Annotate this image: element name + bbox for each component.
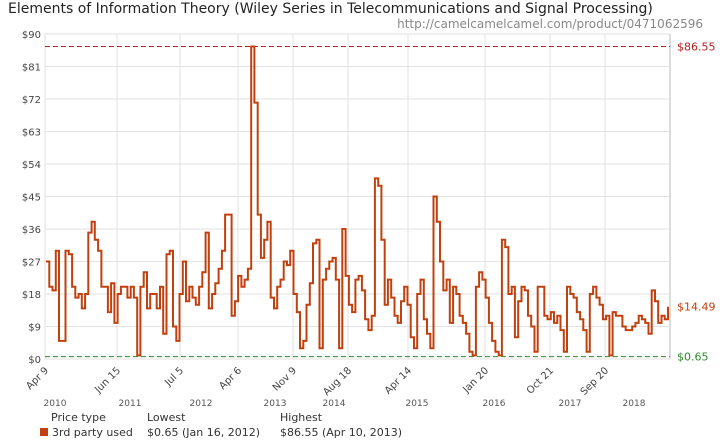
- year-label: 2010: [44, 399, 67, 409]
- header-price-type: Price type: [51, 411, 106, 424]
- year-label: 2013: [264, 399, 287, 409]
- x-tick-label: Sep 20: [579, 365, 611, 397]
- lowest-price-label: $0.65: [677, 351, 709, 364]
- lowest-value: $0.65 (Jan 16, 2012): [147, 426, 261, 439]
- price-labels: $86.55 $0.65 $14.49: [677, 40, 716, 363]
- year-labels: 2010 2011 2012 2013 2014 2015 2016 2017 2018: [44, 399, 646, 409]
- x-tick-label: Jul 5: [162, 365, 186, 389]
- series-type-label: 3rd party used: [52, 426, 133, 439]
- x-tick-label: Nov 9: [271, 365, 299, 393]
- y-tick-label: $72: [22, 95, 41, 106]
- current-price-label: $14.49: [677, 301, 716, 314]
- series-group: [46, 45, 669, 357]
- y-tick-label: $81: [22, 63, 41, 74]
- year-label: 2012: [190, 399, 213, 409]
- y-tick-label: $45: [22, 193, 41, 204]
- y-tick-label: $9: [28, 323, 41, 334]
- y-tick-label: $36: [22, 225, 41, 236]
- year-label: 2011: [119, 399, 142, 409]
- y-tick-label: $0: [28, 355, 41, 366]
- x-axis-ticks: Apr 9 Jun 15 Jul 5 Apr 6 Nov 9 Aug 18 Apr 14 Ja…: [24, 365, 611, 398]
- y-tick-label: $27: [22, 258, 41, 269]
- chart-title: Elements of Information Theory (Wiley Se…: [8, 1, 653, 17]
- y-tick-label: $54: [22, 160, 41, 171]
- x-tick-label: Oct 21: [525, 365, 556, 396]
- x-tick-label: Jan 20: [460, 365, 491, 396]
- price-history-chart: $0 $9 $18 $27 $36 $45 $54 $63 $72 $81 $90 Apr 9 Jun…: [22, 30, 716, 409]
- series-line-3rd-party-used: [46, 45, 669, 357]
- year-label: 2018: [623, 399, 646, 409]
- y-axis-ticks: $0 $9 $18 $27 $36 $45 $54 $63 $72 $81 $90: [22, 30, 41, 366]
- y-tick-label: $90: [22, 30, 41, 41]
- reference-lines: [45, 45, 670, 358]
- series-color-swatch: [40, 428, 48, 436]
- x-tick-label: Apr 6: [217, 365, 244, 392]
- x-tick-label: Jun 15: [92, 365, 123, 396]
- y-tick-label: $18: [22, 290, 41, 301]
- x-tick-label: Aug 18: [321, 365, 354, 398]
- series-type-cell[interactable]: 3rd party used: [40, 426, 133, 439]
- x-tick-label: Apr 14: [383, 365, 414, 396]
- highest-price-label: $86.55: [677, 40, 716, 53]
- y-tick-label: $63: [22, 128, 41, 139]
- source-url[interactable]: http://camelcamelcamel.com/product/04710…: [397, 17, 703, 31]
- header-highest: Highest: [280, 411, 323, 424]
- year-label: 2016: [483, 399, 506, 409]
- x-tick-label: Apr 9: [24, 365, 51, 392]
- header-lowest: Lowest: [147, 411, 186, 424]
- year-label: 2017: [559, 399, 582, 409]
- year-label: 2014: [323, 399, 346, 409]
- year-label: 2015: [406, 399, 429, 409]
- highest-value: $86.55 (Apr 10, 2013): [280, 426, 403, 439]
